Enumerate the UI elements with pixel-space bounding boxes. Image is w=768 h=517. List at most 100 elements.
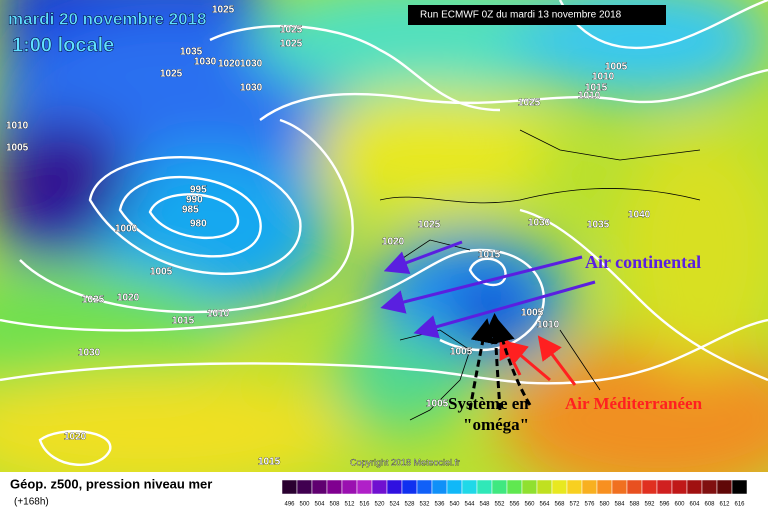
scale-swatch	[731, 479, 748, 495]
isobar-label: 1020	[117, 293, 140, 304]
scale-label: 500	[299, 502, 310, 508]
color-scale: 496 500 504 508 512 516 520 524 528 532 536 540 544 5…	[281, 479, 748, 508]
isobar-label: 1030	[240, 59, 263, 70]
scale-label: 556	[509, 502, 520, 508]
annotation-mediterranean: Air Méditerranéen	[565, 394, 703, 413]
isobar-label: 1015	[478, 250, 501, 261]
isobar-label: 1005	[605, 62, 628, 73]
scale-label: 584	[614, 502, 625, 508]
scale-swatch	[491, 479, 508, 495]
isobar-label: 1030	[194, 57, 217, 68]
scale-swatch	[281, 479, 298, 495]
scale-label: 580	[599, 502, 610, 508]
isobar-label: 1010	[578, 91, 601, 102]
isobar-label: 1005	[426, 399, 449, 410]
isobar-label: 1025	[280, 39, 303, 50]
isobar-label: 1000	[115, 224, 138, 235]
legend-title: Géop. z500, pression niveau mer	[10, 476, 212, 491]
scale-swatch	[671, 479, 688, 495]
scale-swatch	[371, 479, 388, 495]
scale-swatch	[566, 479, 583, 495]
scale-label: 572	[569, 502, 580, 508]
scale-label: 608	[704, 502, 715, 508]
date: mardi 20 novembre 2018	[8, 9, 206, 28]
scale-label: 576	[584, 502, 595, 508]
isobar-label: 1020	[382, 237, 405, 248]
scale-swatch	[596, 479, 613, 495]
scale-swatch	[326, 479, 343, 495]
map-field	[0, 0, 768, 472]
isobar-label: 1025	[418, 220, 441, 231]
scale-swatch	[476, 479, 493, 495]
scale-label: 532	[419, 502, 430, 508]
scale-swatch	[581, 479, 598, 495]
scale-swatch	[626, 479, 643, 495]
annotation-continental: Air continental	[585, 252, 701, 272]
copyright: Copyright 2018 Meteociel.fr	[350, 457, 460, 467]
isobar-label: 985	[182, 205, 199, 216]
scale-swatch	[356, 479, 373, 495]
isobar-label: 1025	[82, 295, 105, 306]
scale-swatch	[341, 479, 358, 495]
lead-time: (+168h)	[14, 497, 49, 508]
isobar-label: 1010	[207, 309, 230, 320]
scale-label: 552	[494, 502, 505, 508]
scale-label: 504	[314, 502, 325, 508]
isobar-label: 1020	[64, 432, 87, 443]
isobar-label: 1035	[587, 220, 610, 231]
scale-swatch	[656, 479, 673, 495]
isobar-label: 1025	[518, 98, 541, 109]
scale-swatch	[431, 479, 448, 495]
scale-label: 612	[719, 502, 730, 508]
scale-label: 528	[404, 502, 415, 508]
scale-swatch	[701, 479, 718, 495]
scale-label: 540	[449, 502, 460, 508]
isobar-label: 990	[186, 195, 203, 206]
isobar-label: 1020	[218, 59, 241, 70]
isobar-label: 1010	[592, 72, 615, 83]
scale-swatch	[686, 479, 703, 495]
scale-label: 588	[629, 502, 640, 508]
scale-swatch	[311, 479, 328, 495]
scale-label: 544	[464, 502, 475, 508]
isobar-label: 1025	[212, 5, 235, 16]
scale-swatch	[401, 479, 418, 495]
isobar-label: 1030	[240, 83, 263, 94]
annotation-system: "oméga"	[463, 415, 529, 434]
scale-label: 596	[659, 502, 670, 508]
scale-label: 592	[644, 502, 655, 508]
scale-swatch	[416, 479, 433, 495]
run-info: Run ECMWF 0Z du mardi 13 novembre 2018	[420, 10, 622, 21]
annotation-system: Système en	[448, 394, 529, 413]
scale-swatch	[641, 479, 658, 495]
isobar-label: 1005	[150, 267, 173, 278]
scale-label: 520	[374, 502, 385, 508]
scale-label: 524	[389, 502, 400, 508]
scale-label: 616	[734, 502, 745, 508]
scale-label: 568	[554, 502, 565, 508]
isobar-label: 1005	[521, 308, 544, 319]
scale-swatch	[611, 479, 628, 495]
scale-label: 536	[434, 502, 445, 508]
scale-label: 560	[524, 502, 535, 508]
run-box	[408, 5, 666, 25]
isobar-label: 1010	[537, 320, 560, 331]
scale-label: 548	[479, 502, 490, 508]
scale-swatch	[506, 479, 523, 495]
isobar-label: 1025	[160, 69, 183, 80]
scale-swatch	[536, 479, 553, 495]
scale-label: 600	[674, 502, 685, 508]
scale-swatch	[521, 479, 538, 495]
scale-label: 508	[329, 502, 340, 508]
isobar-label: 1025	[280, 25, 303, 36]
scale-label: 564	[539, 502, 550, 508]
scale-swatch	[296, 479, 313, 495]
arrows	[380, 240, 596, 411]
isobar-label: 1015	[585, 83, 608, 94]
isobar-label: 1035	[180, 47, 203, 58]
scale-label: 496	[284, 502, 295, 508]
scale-label: 516	[359, 502, 370, 508]
